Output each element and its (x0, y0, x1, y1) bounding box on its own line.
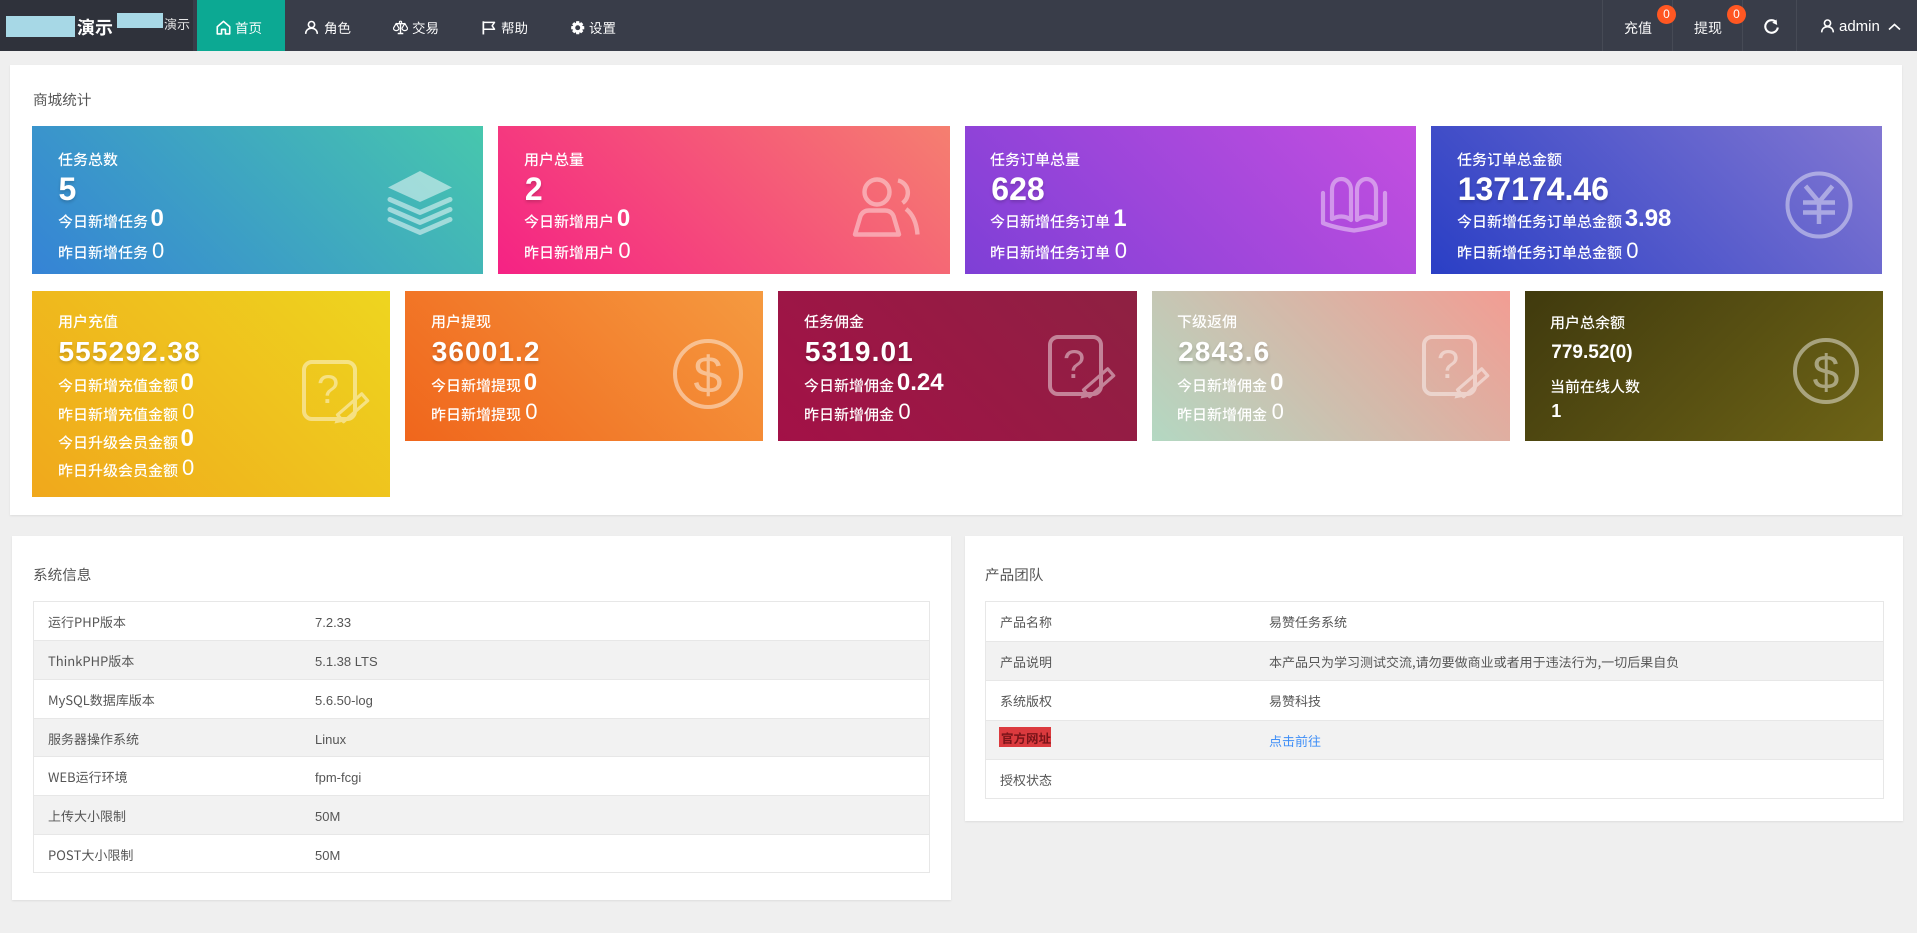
svg-text:?: ? (317, 368, 339, 412)
svg-text:?: ? (1063, 343, 1085, 387)
svg-text:$: $ (694, 347, 723, 405)
svg-text:?: ? (1437, 343, 1459, 387)
svg-text:$: $ (1813, 346, 1840, 399)
